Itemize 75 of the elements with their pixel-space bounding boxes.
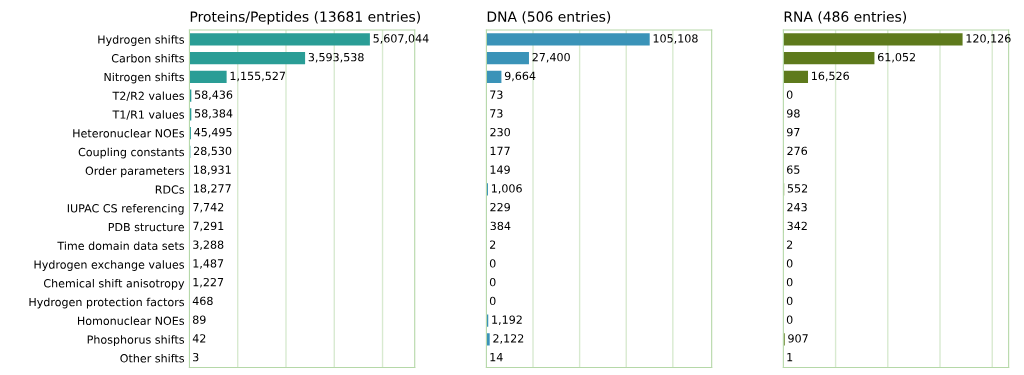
y-tick-label: PDB structure xyxy=(108,223,184,232)
data-label: 120,126 xyxy=(966,34,1011,44)
data-label: 3,288 xyxy=(193,240,224,250)
data-label: 18,931 xyxy=(194,165,231,175)
y-tick-label: Other shifts xyxy=(120,353,185,363)
y-tick-label: Carbon shifts xyxy=(111,53,185,63)
data-label: 73 xyxy=(490,90,503,99)
data-label: 0 xyxy=(489,277,496,287)
data-label: 5,607,044 xyxy=(373,34,429,44)
y-tick-label: Hydrogen exchange values xyxy=(34,260,185,271)
data-label: 42 xyxy=(192,334,206,343)
y-tick-label: Nitrogen shifts xyxy=(104,72,185,84)
data-label: 1,192 xyxy=(492,315,522,325)
data-label: 0 xyxy=(786,277,793,287)
data-label: 3,593,538 xyxy=(308,52,364,63)
data-label: 16,526 xyxy=(812,71,849,82)
y-tick-label: Order parameters xyxy=(85,166,185,178)
data-label: 1 xyxy=(787,353,793,362)
data-label: 230 xyxy=(490,127,511,137)
data-label: 0 xyxy=(786,90,793,99)
chart-title: DNA (506 entries) xyxy=(487,11,611,24)
data-label: 28,530 xyxy=(193,146,232,157)
data-label: 14 xyxy=(490,353,503,362)
chart-title: Proteins/Peptides (13681 entries) xyxy=(190,11,420,25)
y-tick-label: T1/R1 values xyxy=(112,110,185,120)
data-label: 73 xyxy=(490,109,503,118)
data-label: 1,155,527 xyxy=(230,71,285,82)
data-label: 18,277 xyxy=(194,184,231,194)
y-tick-label: Phosphorus shifts xyxy=(87,335,185,346)
data-label: 552 xyxy=(787,184,808,193)
data-label: 276 xyxy=(787,146,808,156)
y-tick-label: Heteronuclear NOEs xyxy=(73,128,185,138)
data-label: 9,664 xyxy=(504,71,536,82)
data-label: 65 xyxy=(787,165,800,174)
data-label: 1,227 xyxy=(193,277,224,288)
data-label: 0 xyxy=(489,296,496,306)
y-tick-label: T2/R2 values xyxy=(112,91,185,101)
data-label: 3 xyxy=(193,352,199,362)
chart-title: RNA (486 entries) xyxy=(784,11,907,24)
y-tick-label: Hydrogen shifts xyxy=(98,35,185,46)
data-label: 1,006 xyxy=(491,184,522,194)
data-label: 0 xyxy=(489,259,496,268)
data-label: 907 xyxy=(788,334,808,343)
data-label: 2 xyxy=(786,240,793,249)
data-label: 58,436 xyxy=(194,90,233,100)
y-tick-label: RDCs xyxy=(155,185,185,194)
data-label: 229 xyxy=(490,202,510,212)
data-label: 89 xyxy=(192,315,206,324)
data-label: 45,495 xyxy=(194,127,232,138)
y-tick-label: Homonuclear NOEs xyxy=(78,316,185,325)
data-label: 243 xyxy=(787,202,807,212)
data-label: 7,291 xyxy=(193,221,224,232)
data-label: 2,122 xyxy=(493,334,524,344)
data-label: 1,487 xyxy=(193,259,224,269)
data-label: 27,400 xyxy=(532,52,570,63)
data-label: 97 xyxy=(786,127,800,137)
data-label: 7,742 xyxy=(193,202,224,213)
data-label: 342 xyxy=(787,221,807,231)
data-label: 0 xyxy=(786,259,793,268)
y-tick-label: Coupling constants xyxy=(78,147,185,159)
y-tick-label: Chemical shift anisotropy xyxy=(43,278,185,290)
y-tick-label: Hydrogen protection factors xyxy=(29,297,185,309)
data-label: 384 xyxy=(490,221,511,231)
data-label: 61,052 xyxy=(878,52,915,63)
data-label: 149 xyxy=(490,165,510,174)
data-label: 0 xyxy=(786,315,793,324)
data-label: 468 xyxy=(192,296,213,306)
data-label: 105,108 xyxy=(653,34,698,44)
data-label: 177 xyxy=(490,146,510,155)
data-label: 2 xyxy=(490,240,496,249)
data-label: 98 xyxy=(786,109,800,118)
data-label: 58,384 xyxy=(194,109,233,119)
data-label: 0 xyxy=(786,296,793,306)
y-tick-label: IUPAC CS referencing xyxy=(67,203,184,215)
y-tick-label: Time domain data sets xyxy=(57,241,185,250)
